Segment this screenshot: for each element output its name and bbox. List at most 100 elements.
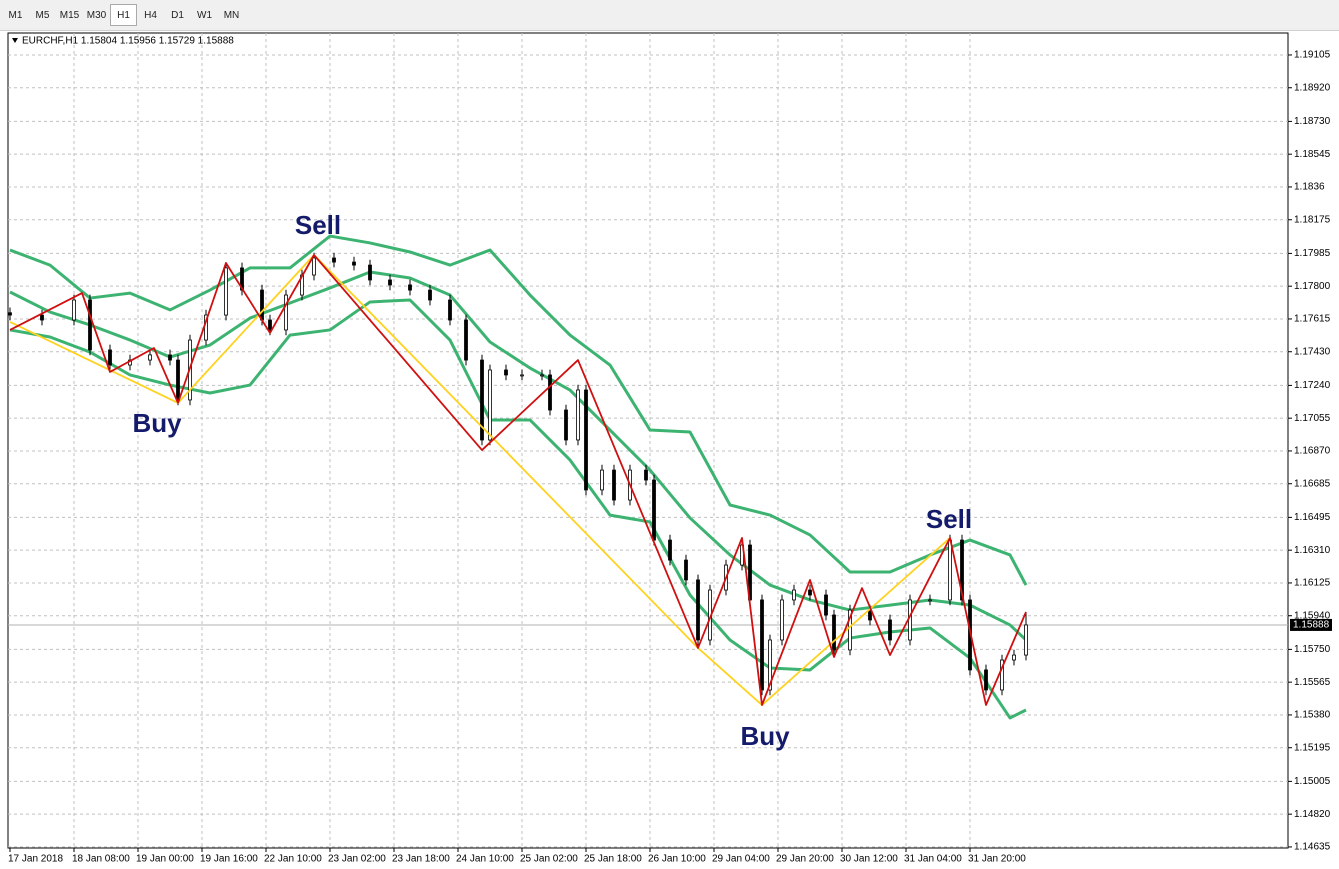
- annotation: Sell: [295, 210, 341, 240]
- candle-body: [984, 669, 988, 691]
- x-tick-label: 19 Jan 16:00: [200, 854, 258, 865]
- band-line: [9, 270, 1028, 642]
- candle-body: [260, 289, 264, 321]
- candle-body: [808, 589, 812, 596]
- candle-body: [824, 594, 828, 616]
- candle-body: [448, 299, 452, 321]
- candle-body: [696, 579, 700, 641]
- x-tick-label: 25 Jan 18:00: [584, 854, 642, 865]
- candle-body: [480, 359, 484, 441]
- candle-body: [928, 599, 932, 602]
- y-tick-label: 1.14635: [1294, 842, 1331, 853]
- candle-body: [960, 539, 964, 601]
- y-tick-label: 1.17240: [1294, 380, 1331, 391]
- candle-body: [792, 589, 796, 601]
- timeframe-button[interactable]: W1: [197, 10, 212, 21]
- candle-body: [832, 614, 836, 651]
- plot-frame: [7, 32, 1289, 849]
- candle-body: [548, 374, 552, 411]
- candle-body: [388, 279, 392, 286]
- y-tick-label: 1.15565: [1294, 677, 1331, 688]
- candle-body: [148, 354, 152, 361]
- y-tick-label: 1.18545: [1294, 149, 1331, 160]
- y-tick-label: 1.18175: [1294, 214, 1331, 225]
- candle-body: [684, 559, 688, 581]
- y-tick-label: 1.15940: [1294, 610, 1331, 621]
- candle-body: [8, 312, 12, 316]
- y-tick-label: 1.19105: [1294, 50, 1331, 61]
- candle-body: [948, 539, 952, 601]
- y-tick-label: 1.15380: [1294, 710, 1331, 721]
- timeframe-button[interactable]: M1: [8, 10, 23, 21]
- x-tick-label: 31 Jan 20:00: [968, 854, 1026, 865]
- x-tick-label: 31 Jan 04:00: [904, 854, 962, 865]
- candle-body: [780, 599, 784, 641]
- candle-body: [504, 369, 508, 376]
- candle-body: [1024, 624, 1028, 656]
- y-tick-label: 1.16870: [1294, 446, 1331, 457]
- x-tick-label: 25 Jan 02:00: [520, 854, 578, 865]
- timeframe-button[interactable]: M15: [59, 10, 80, 21]
- candle-body: [652, 479, 656, 541]
- zigzag-line: [9, 254, 951, 706]
- y-tick-label: 1.16685: [1294, 478, 1331, 489]
- annotation: Buy: [740, 721, 790, 751]
- candle-body: [464, 319, 468, 361]
- zigzag-line: [9, 254, 1027, 706]
- candle-body: [848, 609, 852, 651]
- y-tick-label: 1.17985: [1294, 248, 1331, 259]
- candle-body: [176, 359, 180, 401]
- candle-body: [540, 374, 544, 377]
- timeframe-button[interactable]: H4: [144, 10, 157, 21]
- annotation: Buy: [132, 408, 182, 438]
- candle-body: [72, 299, 76, 321]
- menu-triangle: [12, 38, 18, 43]
- candle-body: [1012, 654, 1016, 661]
- timeframe-button[interactable]: M5: [35, 10, 50, 21]
- candle-body: [88, 299, 92, 351]
- candle-body: [108, 349, 112, 366]
- x-tick-label: 30 Jan 12:00: [840, 854, 898, 865]
- x-tick-label: 29 Jan 04:00: [712, 854, 770, 865]
- y-tick-label: 1.17800: [1294, 281, 1331, 292]
- candle-body: [168, 354, 172, 361]
- candle-body: [888, 619, 892, 641]
- y-tick-label: 1.15195: [1294, 742, 1331, 753]
- candle-body: [428, 289, 432, 301]
- candle-body: [284, 294, 288, 331]
- x-tick-label: 23 Jan 02:00: [328, 854, 386, 865]
- y-tick-label: 1.16125: [1294, 578, 1331, 589]
- candle-body: [1000, 659, 1004, 691]
- y-tick-label: 1.1836: [1294, 182, 1325, 193]
- candle-body: [312, 257, 316, 276]
- x-tick-label: 23 Jan 18:00: [392, 854, 450, 865]
- y-tick-label: 1.17615: [1294, 314, 1331, 325]
- timeframe-toolbar: M1 M5 M15 M30 H1 H4 D1 W1 MN: [0, 0, 1339, 31]
- candle-body: [352, 261, 356, 266]
- x-tick-label: 22 Jan 10:00: [264, 854, 322, 865]
- candle-body: [600, 469, 604, 491]
- last-price-label: 1.15888: [1293, 620, 1330, 631]
- timeframe-button[interactable]: MN: [223, 10, 240, 21]
- timeframe-button[interactable]: D1: [171, 10, 184, 21]
- last-price-box: [1290, 618, 1332, 631]
- candle-body: [584, 389, 588, 491]
- y-tick-label: 1.18920: [1294, 82, 1331, 93]
- y-tick-label: 1.17430: [1294, 346, 1331, 357]
- candle-body: [644, 469, 648, 481]
- candle-body: [488, 369, 492, 441]
- candle-body: [368, 264, 372, 281]
- y-tick-label: 1.15750: [1294, 644, 1331, 655]
- x-tick-label: 17 Jan 2018: [8, 854, 63, 865]
- candle-body: [332, 257, 336, 263]
- x-tick-label: 18 Jan 08:00: [72, 854, 130, 865]
- timeframe-button[interactable]: H1: [110, 4, 137, 26]
- y-tick-label: 1.16310: [1294, 545, 1331, 556]
- candle-body: [40, 314, 44, 321]
- x-tick-label: 26 Jan 10:00: [648, 854, 706, 865]
- annotation: Sell: [926, 504, 972, 534]
- timeframe-button[interactable]: M30: [86, 10, 107, 21]
- x-tick-label: 29 Jan 20:00: [776, 854, 834, 865]
